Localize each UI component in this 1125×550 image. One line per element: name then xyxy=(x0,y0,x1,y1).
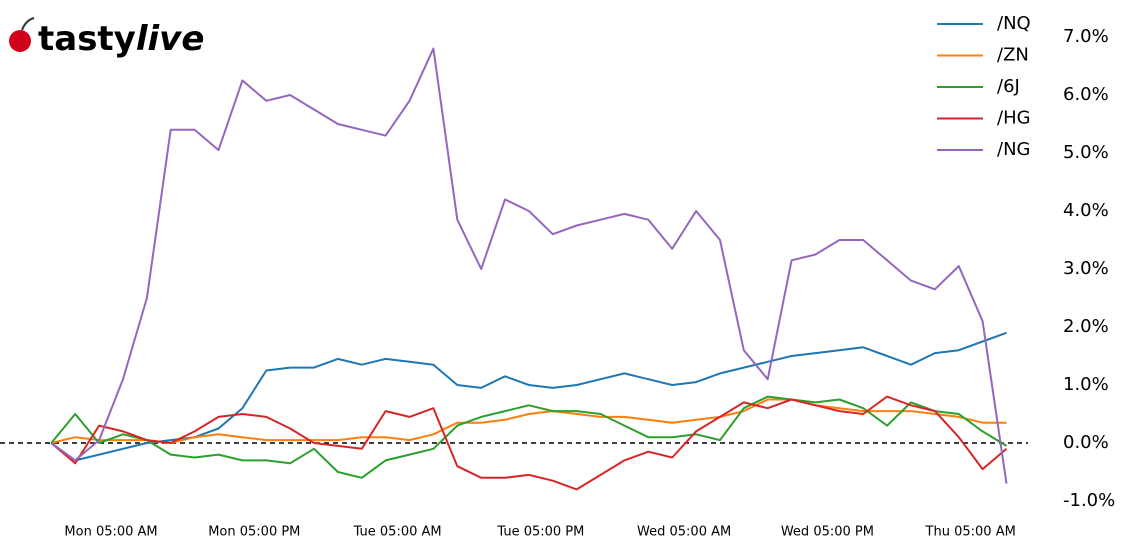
x-tick-label: Tue 05:00 PM xyxy=(496,525,584,540)
x-tick-label: Wed 05:00 AM xyxy=(637,525,731,540)
legend-label: /ZN xyxy=(997,45,1029,66)
y-tick-label: 7.0% xyxy=(1063,26,1109,47)
legend-label: /HG xyxy=(997,108,1031,129)
y-tick-label: 3.0% xyxy=(1063,258,1109,279)
y-tick-label: 1.0% xyxy=(1063,374,1109,395)
y-tick-label: -1.0% xyxy=(1063,490,1115,511)
y-tick-label: 2.0% xyxy=(1063,316,1109,337)
y-tick-label: 4.0% xyxy=(1063,200,1109,221)
logo-live: live xyxy=(136,19,205,59)
series-line xyxy=(51,398,1007,444)
legend-label: /6J xyxy=(997,76,1020,97)
y-tick-label: 5.0% xyxy=(1063,142,1109,163)
logo: tastylive xyxy=(9,17,204,59)
x-tick-label: Tue 05:00 AM xyxy=(353,525,442,540)
series-line xyxy=(50,395,1008,479)
x-tick-label: Thu 05:00 AM xyxy=(925,525,1016,540)
logo-tasty: tasty xyxy=(38,19,136,59)
cherry-stem xyxy=(21,17,35,31)
legend-label: /NQ xyxy=(997,13,1031,34)
y-tick-label: 0.0% xyxy=(1063,432,1109,453)
y-tick-label: 6.0% xyxy=(1063,84,1109,105)
logo-text: tastylive xyxy=(38,19,204,59)
legend-label: /NG xyxy=(997,139,1030,160)
series-line xyxy=(50,331,1007,462)
x-tick-label: Mon 05:00 AM xyxy=(64,525,157,540)
series-line xyxy=(50,395,1008,491)
x-tick-label: Mon 05:00 PM xyxy=(208,525,300,540)
cherry xyxy=(9,30,31,52)
series-line xyxy=(50,47,1008,484)
x-tick-label: Wed 05:00 PM xyxy=(781,525,874,540)
